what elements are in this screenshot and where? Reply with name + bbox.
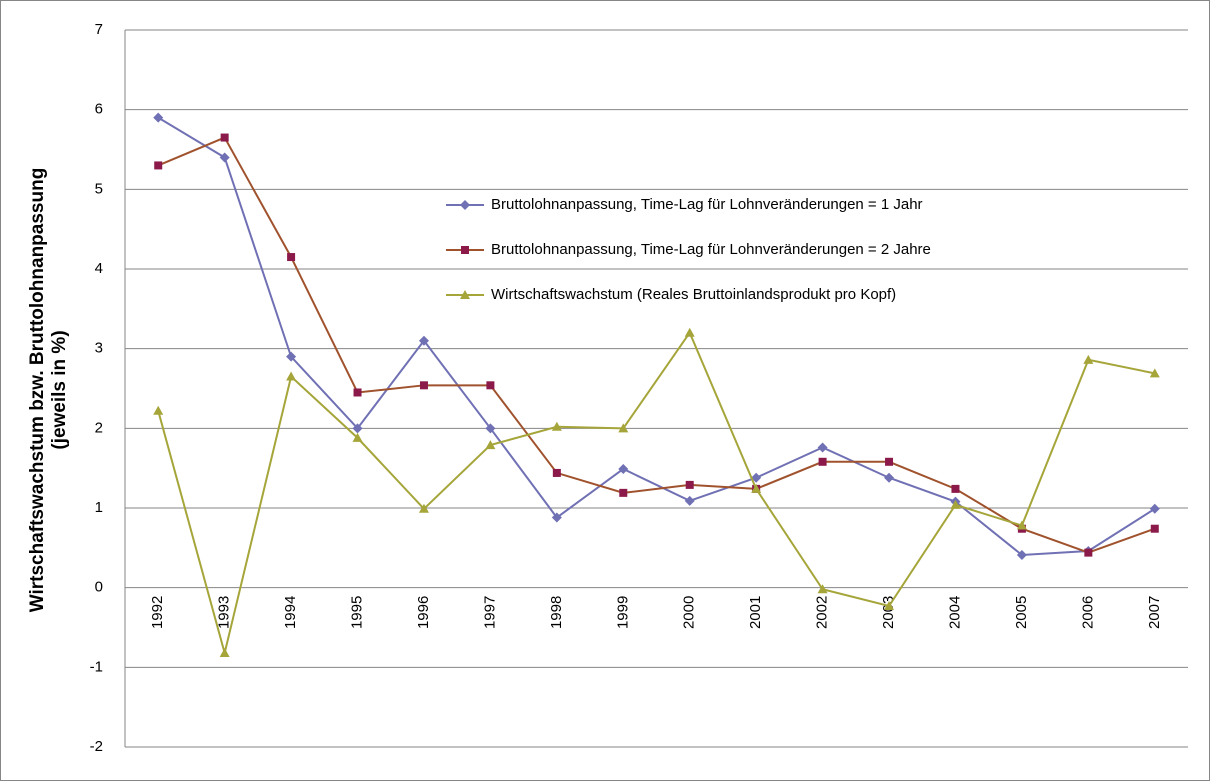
marker (1149, 368, 1160, 378)
x-tick-label: 2001 (747, 596, 764, 629)
y-axis-title: (jeweils in %) (49, 330, 70, 449)
x-tick-label: 2005 (1013, 596, 1030, 629)
marker (685, 480, 694, 489)
y-tick-label: 5 (95, 180, 103, 197)
legend-label: Bruttolohnanpassung, Time-Lag für Lohnve… (491, 241, 931, 258)
marker (950, 499, 961, 509)
series-line (157, 330, 1155, 654)
marker (684, 327, 695, 337)
marker (219, 647, 230, 657)
series-line (157, 116, 1156, 557)
marker (618, 423, 629, 433)
y-tick-label: 6 (95, 101, 103, 118)
marker (418, 335, 429, 346)
marker (1149, 503, 1160, 514)
x-tick-label: 2002 (814, 596, 831, 629)
marker (817, 442, 828, 453)
marker (353, 388, 362, 397)
marker (460, 200, 470, 210)
x-tick-label: 2007 (1146, 596, 1163, 629)
marker (485, 440, 496, 450)
y-tick-label: 4 (95, 260, 103, 277)
marker (418, 503, 429, 513)
marker (352, 423, 363, 434)
marker (286, 351, 297, 362)
marker (818, 457, 827, 466)
x-tick-label: 1999 (614, 596, 631, 629)
y-tick-label: -2 (90, 738, 103, 755)
marker (751, 483, 762, 493)
marker (618, 463, 629, 474)
marker (153, 405, 164, 415)
marker (485, 423, 496, 434)
x-tick-label: 2003 (880, 596, 897, 629)
marker (287, 253, 296, 262)
marker (1150, 524, 1159, 533)
marker (884, 472, 895, 483)
marker (219, 152, 230, 163)
x-tick-label: 1998 (548, 596, 565, 629)
x-tick-label: 1997 (481, 596, 498, 629)
marker (751, 472, 762, 483)
x-tick-label: 1992 (149, 596, 166, 629)
marker (154, 161, 163, 170)
x-tick-label: 1993 (216, 596, 233, 629)
legend-label: Bruttolohnanpassung, Time-Lag für Lohnve… (491, 196, 923, 213)
y-tick-label: 1 (95, 499, 103, 516)
marker (486, 381, 495, 390)
marker (951, 484, 960, 493)
series-line (157, 136, 1156, 554)
marker (419, 381, 428, 390)
x-tick-label: 1996 (415, 596, 432, 629)
marker (153, 112, 164, 123)
x-tick-label: 2004 (946, 596, 963, 629)
marker (1016, 550, 1027, 561)
legend-label: Wirtschaftswachstum (Reales Bruttoinland… (491, 286, 896, 303)
marker (286, 371, 297, 381)
y-tick-label: 2 (95, 419, 103, 436)
x-tick-label: 2000 (681, 596, 698, 629)
y-axis-title: Wirtschaftswachstum bzw. Bruttolohnanpas… (27, 168, 48, 613)
marker (352, 432, 363, 442)
y-tick-label: 7 (95, 21, 103, 38)
x-tick-label: 2006 (1079, 596, 1096, 629)
y-tick-label: 0 (95, 579, 103, 596)
marker (619, 488, 628, 497)
marker (220, 133, 229, 142)
marker (1016, 520, 1027, 530)
marker (884, 600, 895, 610)
marker (1083, 354, 1094, 364)
marker (551, 512, 562, 523)
marker (1084, 548, 1093, 557)
x-tick-label: 1995 (349, 596, 366, 629)
marker (885, 457, 894, 466)
marker (461, 246, 469, 254)
marker (684, 495, 695, 506)
marker (552, 468, 561, 477)
y-tick-label: -1 (90, 658, 103, 675)
marker (460, 290, 470, 299)
marker (551, 421, 562, 431)
y-tick-label: 3 (95, 340, 103, 357)
marker (817, 584, 828, 594)
x-tick-label: 1994 (282, 596, 299, 629)
